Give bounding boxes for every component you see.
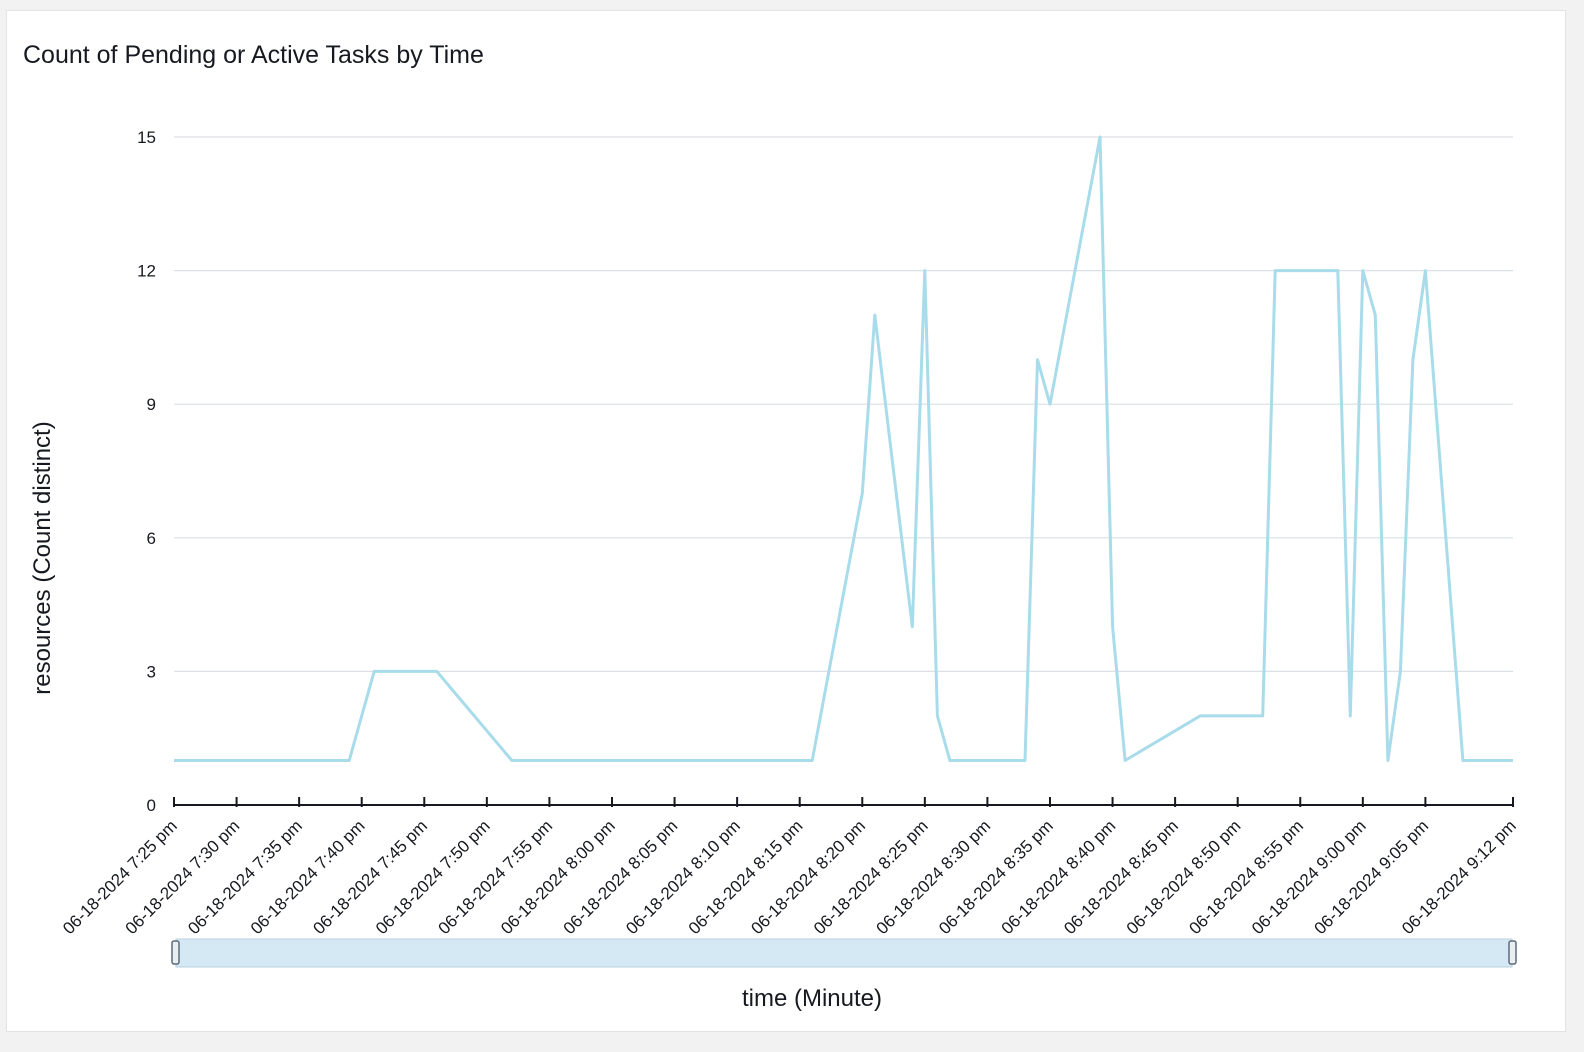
x-tick-label: 06-18-2024 8:45 pm (1060, 816, 1182, 938)
x-tick-label: 06-18-2024 7:35 pm (184, 816, 306, 938)
time-range-slider[interactable] (171, 938, 1517, 968)
x-tick-label: 06-18-2024 8:50 pm (1123, 816, 1245, 938)
y-tick-label: 15 (137, 128, 156, 147)
y-tick-label: 0 (147, 796, 156, 815)
range-slider-right-handle[interactable] (1508, 940, 1517, 965)
x-tick-label: 06-18-2024 8:20 pm (747, 816, 869, 938)
x-tick-label: 06-18-2024 8:35 pm (935, 816, 1057, 938)
x-tick-label: 06-18-2024 8:40 pm (998, 816, 1120, 938)
x-tick-label: 06-18-2024 7:25 pm (59, 816, 181, 938)
range-slider-track[interactable] (175, 938, 1513, 968)
chart-title: Count of Pending or Active Tasks by Time (23, 41, 484, 69)
y-tick-label: 9 (147, 395, 156, 414)
x-tick-label: 06-18-2024 7:50 pm (372, 816, 494, 938)
x-tick-label: 06-18-2024 8:05 pm (560, 816, 682, 938)
y-tick-label: 6 (147, 529, 156, 548)
x-tick-label: 06-18-2024 7:45 pm (309, 816, 431, 938)
x-axis-label: time (Minute) (742, 985, 882, 1012)
y-tick-label: 12 (137, 262, 156, 281)
x-tick-label: 06-18-2024 8:15 pm (685, 816, 807, 938)
x-tick-label: 06-18-2024 9:00 pm (1248, 816, 1370, 938)
x-tick-label: 06-18-2024 8:55 pm (1185, 816, 1307, 938)
x-tick-label: 06-18-2024 7:40 pm (247, 816, 369, 938)
y-tick-label: 3 (147, 662, 156, 681)
x-tick-label: 06-18-2024 8:30 pm (873, 816, 995, 938)
x-tick-label: 06-18-2024 8:00 pm (497, 816, 619, 938)
y-axis-label: resources (Count distinct) (29, 421, 56, 694)
y-axis-ticks: 0 3 6 9 12 15 (137, 128, 156, 815)
x-tick-label: 06-18-2024 8:25 pm (810, 816, 932, 938)
range-slider-left-handle[interactable] (171, 940, 180, 965)
x-tick-label: 06-18-2024 7:30 pm (122, 816, 244, 938)
chart-panel: Count of Pending or Active Tasks by Time (6, 10, 1566, 1032)
series-line (174, 135, 1513, 762)
x-tick-label: 06-18-2024 7:55 pm (435, 816, 557, 938)
x-tick-label: 06-18-2024 8:10 pm (622, 816, 744, 938)
